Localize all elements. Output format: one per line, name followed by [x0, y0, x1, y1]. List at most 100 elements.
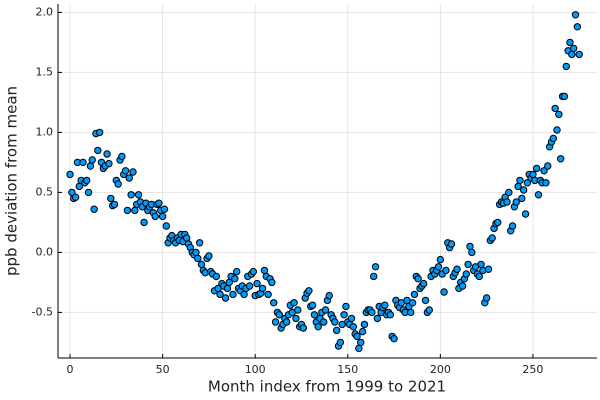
x-tick-label: 100 [245, 363, 266, 376]
point [282, 318, 291, 326]
point [182, 234, 191, 242]
point [464, 260, 472, 269]
point [240, 290, 248, 299]
y-tick-label: 1.5 [36, 65, 54, 78]
point [560, 92, 569, 101]
point [121, 167, 130, 175]
x-tick-label: 50 [156, 363, 170, 376]
x-axis-title: Month index from 1999 to 2021 [208, 378, 446, 396]
point [79, 158, 87, 167]
point [508, 222, 517, 230]
point [88, 156, 96, 164]
point [512, 198, 520, 206]
point [466, 242, 474, 251]
point [105, 159, 113, 168]
point [505, 188, 513, 197]
point [160, 205, 169, 213]
point [249, 267, 258, 276]
point [232, 267, 241, 276]
point [107, 194, 115, 203]
y-tick-label: -0.5 [32, 305, 53, 318]
point [195, 239, 204, 247]
point [95, 128, 104, 137]
point [408, 299, 417, 307]
point [540, 167, 548, 175]
point [216, 290, 224, 299]
point [458, 282, 467, 290]
point [82, 176, 91, 185]
point [197, 260, 206, 269]
point [532, 164, 541, 173]
point [442, 266, 450, 275]
point [110, 200, 119, 209]
point [347, 314, 356, 323]
point [419, 279, 428, 288]
point [475, 272, 483, 281]
point [86, 162, 95, 170]
point [229, 290, 237, 299]
point [353, 332, 361, 341]
point [529, 170, 537, 179]
point [129, 168, 137, 176]
point [503, 198, 511, 206]
point [223, 284, 232, 293]
point [131, 206, 139, 215]
point [264, 290, 272, 299]
point [436, 255, 445, 264]
point [84, 188, 93, 197]
point [310, 311, 319, 319]
point [292, 314, 300, 323]
point [127, 191, 135, 199]
point [482, 294, 491, 302]
point [477, 260, 485, 269]
point [544, 162, 552, 170]
point [336, 338, 345, 347]
point [192, 248, 200, 257]
point [140, 218, 148, 227]
point [94, 146, 102, 155]
point [231, 275, 239, 283]
point [414, 275, 422, 283]
point [71, 193, 80, 201]
point [557, 155, 565, 163]
point [569, 44, 578, 53]
point [519, 186, 528, 194]
point [523, 179, 532, 187]
y-tick-label: 0.0 [36, 245, 54, 258]
point [205, 252, 213, 260]
point [407, 308, 415, 317]
point [549, 134, 558, 143]
point [568, 50, 576, 59]
point [575, 50, 583, 59]
point [381, 301, 389, 309]
point [308, 301, 317, 309]
y-tick-label: 0.5 [36, 185, 54, 198]
point [421, 296, 430, 305]
point [453, 265, 461, 273]
point [371, 263, 380, 271]
point [571, 11, 580, 19]
point [358, 327, 367, 336]
point [386, 311, 395, 319]
point [268, 278, 276, 287]
point [151, 212, 159, 221]
point [434, 263, 443, 271]
point [114, 180, 122, 188]
point [462, 270, 470, 278]
point [299, 324, 308, 332]
point [118, 152, 126, 161]
point [518, 194, 526, 203]
point [331, 318, 339, 326]
point [194, 254, 202, 263]
point [275, 311, 283, 319]
point [294, 306, 302, 314]
point [488, 234, 496, 242]
x-tick-label: 0 [67, 363, 74, 376]
point [553, 126, 561, 134]
point [566, 38, 574, 47]
y-tick-label: 2.0 [36, 5, 54, 18]
point [123, 206, 132, 215]
point [270, 299, 278, 307]
point [260, 266, 269, 275]
